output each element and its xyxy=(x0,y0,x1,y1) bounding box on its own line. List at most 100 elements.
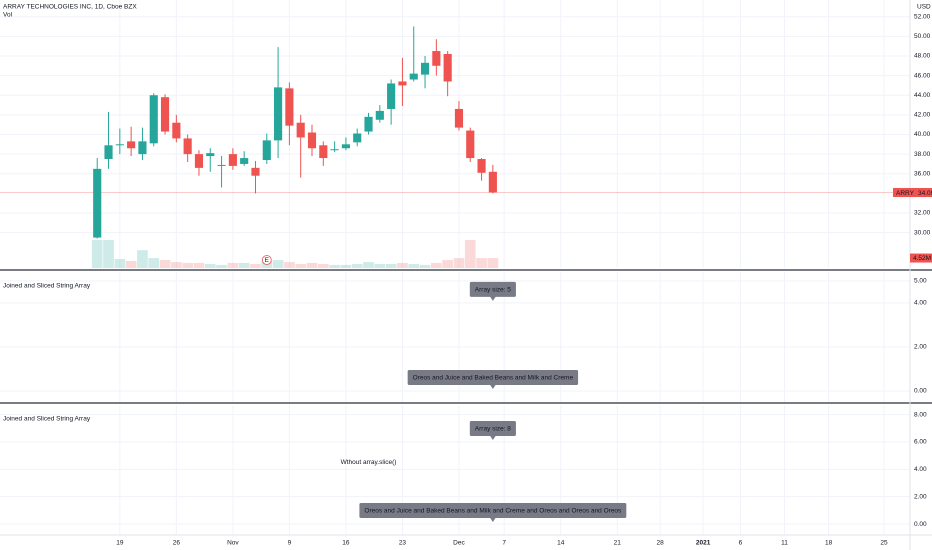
indicator-label-text: Oreos and Juice and Baked Beans and Milk… xyxy=(413,375,574,382)
x-tick-label: 25 xyxy=(880,540,888,547)
indicator-label-box xyxy=(359,503,627,519)
candle-body xyxy=(409,73,418,80)
indicator-label-text: Oreos and Juice and Baked Beans and Milk… xyxy=(364,508,622,515)
candle-body xyxy=(206,153,215,157)
y-tick-label: 30.00 xyxy=(914,229,931,236)
volume-bar xyxy=(374,264,386,268)
candle-body xyxy=(477,159,486,173)
volume-bar xyxy=(182,262,194,268)
volume-bar xyxy=(295,264,307,268)
volume-value-box xyxy=(910,253,932,263)
volume-bar xyxy=(103,240,114,268)
x-tick-label: 7 xyxy=(502,540,506,547)
candle-body xyxy=(217,164,226,166)
candle-body xyxy=(454,108,464,128)
indicator-label: Array size: 5 xyxy=(469,281,516,301)
candle-body xyxy=(183,138,192,155)
symbol-title: ARRAY TECHNOLOGIES INC, 1D, Cboe BZX xyxy=(3,4,137,11)
volume-bar xyxy=(227,262,239,268)
candle-body xyxy=(172,122,181,139)
indicator-label-pointer xyxy=(489,517,496,523)
volume-bar xyxy=(170,262,182,268)
x-tick-label: 23 xyxy=(399,540,407,547)
x-tick-label: 16 xyxy=(342,540,350,547)
y-tick-label: 52.00 xyxy=(914,13,931,20)
candle-body xyxy=(115,144,124,146)
volume-bar xyxy=(306,262,318,268)
candle-body xyxy=(432,51,441,66)
y-tick-label: 4.00 xyxy=(914,466,927,473)
volume-bar xyxy=(272,260,284,268)
earnings-marker xyxy=(261,255,272,265)
y-tick-label: 42.00 xyxy=(914,112,931,119)
volume-bar xyxy=(204,264,216,268)
y-tick-label: 40.00 xyxy=(914,131,931,138)
earnings-marker-label: E xyxy=(265,257,270,264)
y-tick-label: 4.00 xyxy=(914,300,927,307)
x-tick-label: 18 xyxy=(825,540,833,547)
volume-bar xyxy=(250,264,261,268)
candle-body xyxy=(319,145,328,159)
last-price-value: 34.09 xyxy=(918,190,932,197)
y-tick-label: 32.00 xyxy=(914,210,931,217)
candle-body xyxy=(353,133,362,143)
candle-body xyxy=(93,168,102,238)
volume-bar xyxy=(430,262,442,268)
x-tick-label: 14 xyxy=(557,540,565,547)
volume-bar xyxy=(317,264,329,268)
indicator-label: Array size: 8 xyxy=(469,420,516,440)
candle-body xyxy=(307,132,317,149)
candle-body xyxy=(341,144,350,149)
volume-bar xyxy=(397,262,408,268)
pane-title: Joined and Sliced String Array xyxy=(3,416,91,423)
y-tick-label: 38.00 xyxy=(914,151,931,158)
candle-body xyxy=(420,62,430,75)
candle-body xyxy=(240,158,249,164)
indicator-plain-label: Wthout array.slice() xyxy=(341,459,397,466)
candle-body xyxy=(127,141,136,149)
indicator-label: Oreos and Juice and Baked Beans and Milk… xyxy=(407,369,579,389)
indicator-label-pointer xyxy=(489,435,496,440)
y-tick-label: 44.00 xyxy=(914,92,931,99)
y-tick-label: 5.00 xyxy=(914,278,927,285)
x-tick-label: 26 xyxy=(173,540,181,547)
y-tick-label: 46.00 xyxy=(914,72,931,79)
x-tick-label: 11 xyxy=(781,540,788,547)
candle-body xyxy=(364,116,373,132)
volume-bar xyxy=(487,258,499,268)
volume-bar xyxy=(125,260,137,268)
candle-body xyxy=(488,171,497,193)
x-tick-label: 9 xyxy=(288,540,292,547)
indicator-label-text: Array size: 5 xyxy=(475,286,512,293)
y-tick-label: 0.00 xyxy=(914,521,927,528)
candle-body xyxy=(160,97,170,132)
indicator-label-text: Array size: 8 xyxy=(475,425,512,432)
volume-bar xyxy=(159,260,171,268)
volume-bar xyxy=(385,264,397,268)
y-tick-label: 48.00 xyxy=(914,53,931,60)
volume-bar xyxy=(137,250,148,268)
candle-body xyxy=(398,81,407,86)
y-tick-label: 2.00 xyxy=(914,493,927,500)
candle-body xyxy=(262,140,271,161)
y-tick-label: 0.00 xyxy=(914,388,927,395)
indicator-label-box xyxy=(469,281,516,297)
y-tick-label: 6.00 xyxy=(914,439,927,446)
y-tick-label: 2.00 xyxy=(914,344,927,351)
candle-body xyxy=(274,87,283,141)
indicator-label: Oreos and Juice and Baked Beans and Milk… xyxy=(359,503,627,523)
y-tick-label: 36.00 xyxy=(914,170,931,177)
candle-body xyxy=(228,154,237,166)
volume-bar xyxy=(340,264,352,268)
volume-bar xyxy=(216,264,227,268)
volume-bar xyxy=(476,258,487,268)
candle-body xyxy=(104,145,113,160)
x-tick-label: 2021 xyxy=(696,540,711,547)
volume-bar xyxy=(351,264,363,268)
candle-body xyxy=(375,110,384,120)
y-tick-label: 8.00 xyxy=(914,411,927,418)
volume-bar xyxy=(193,262,205,268)
